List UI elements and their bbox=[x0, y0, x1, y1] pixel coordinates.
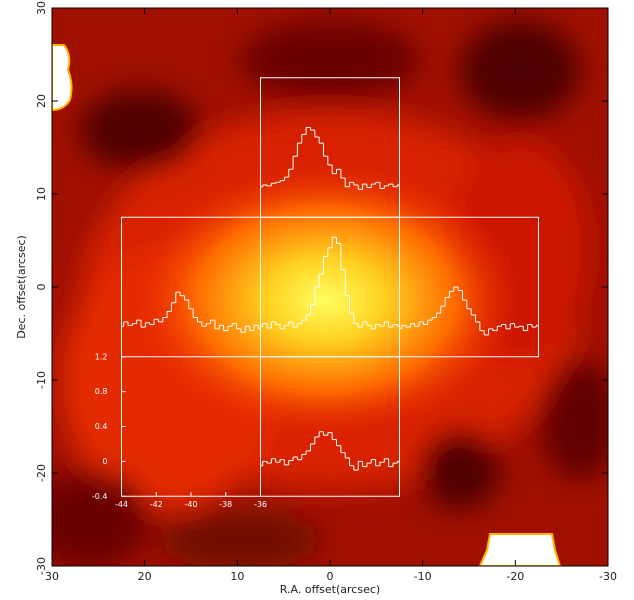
inset-x-tick-label: -38 bbox=[219, 500, 232, 509]
inset-y-tick-label: 0.8 bbox=[95, 387, 108, 396]
spectrum-box bbox=[260, 356, 400, 497]
x-tick-label: -20 bbox=[506, 570, 524, 583]
x-tick-label: 0 bbox=[327, 570, 334, 583]
intensity-map bbox=[52, 8, 608, 566]
inset-x-tick-label: -42 bbox=[150, 500, 163, 509]
y-tick-label: 10 bbox=[35, 187, 48, 201]
y-tick-label: -10 bbox=[35, 371, 48, 389]
spectrum-step bbox=[401, 287, 537, 335]
spectrum-step bbox=[262, 237, 398, 329]
inset-x-tick-label: -40 bbox=[184, 500, 197, 509]
y-tick-label: 0 bbox=[35, 284, 48, 291]
inset-y-tick-label: 0 bbox=[102, 457, 107, 466]
spectrum-step bbox=[262, 127, 398, 190]
y-tick-label: 20 bbox=[35, 94, 48, 108]
y-tick-label: -30 bbox=[35, 557, 48, 575]
y-tick-label: 30 bbox=[35, 1, 48, 15]
y-axis-label: Dec. offset(arcsec) bbox=[15, 235, 28, 339]
y-tick-label: -20 bbox=[35, 464, 48, 482]
spectrum-step bbox=[262, 431, 398, 471]
inset-y-tick-label: -0.4 bbox=[92, 492, 108, 501]
x-tick-label: -10 bbox=[414, 570, 432, 583]
inset-x-tick-label: -36 bbox=[254, 500, 267, 509]
x-tick-label: 30 bbox=[45, 570, 59, 583]
inset-x-tick-label: -44 bbox=[115, 500, 128, 509]
inset-y-tick-label: 0.4 bbox=[95, 422, 108, 431]
spectrum-box bbox=[399, 216, 539, 358]
x-tick-label: -30 bbox=[599, 570, 617, 583]
x-axis-label: R.A. offset(arcsec) bbox=[280, 583, 380, 596]
x-tick-label: 20 bbox=[138, 570, 152, 583]
x-tick-label: 10 bbox=[230, 570, 244, 583]
spectrum-step bbox=[123, 292, 259, 333]
inset-axes: -0.4 0 0.4 0.8 1.2 -44 -42 -40 -38 -36 bbox=[92, 352, 267, 509]
inset-y-tick-label: 1.2 bbox=[95, 352, 108, 361]
